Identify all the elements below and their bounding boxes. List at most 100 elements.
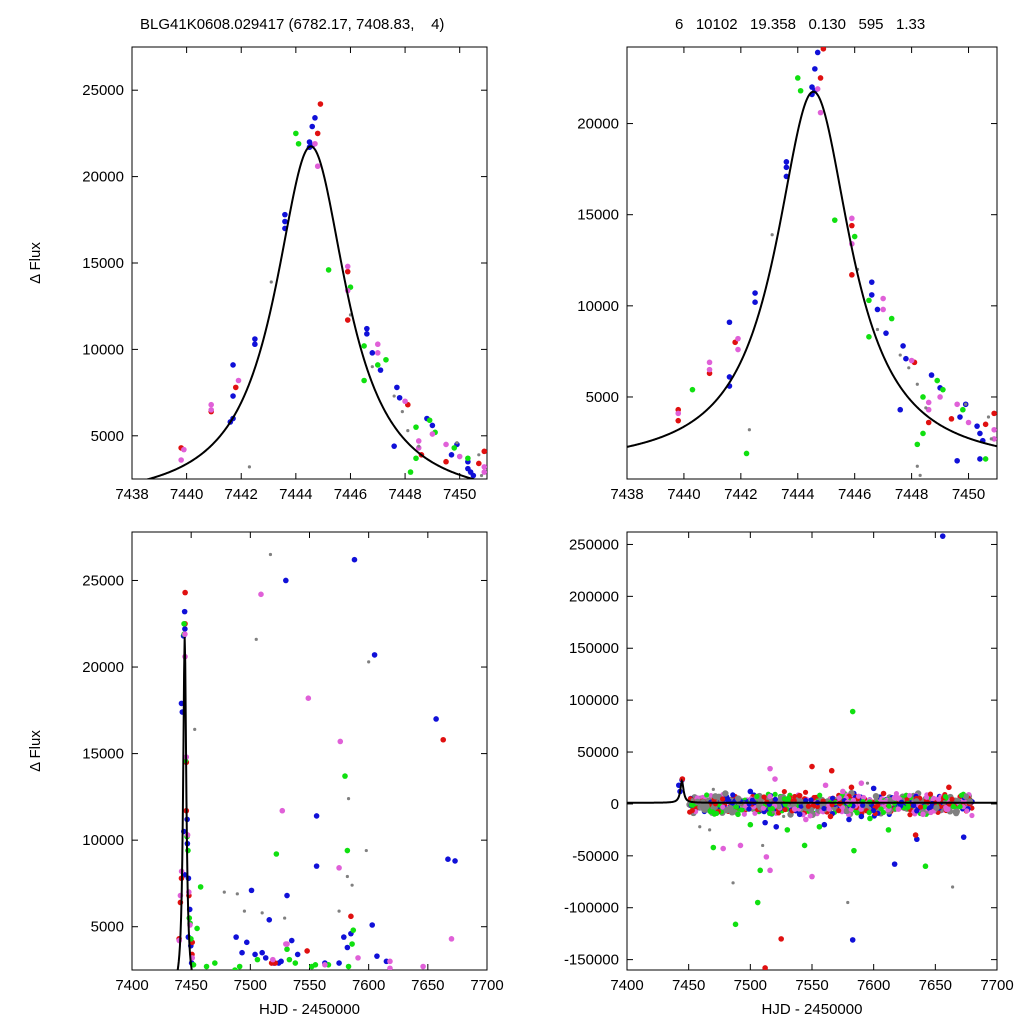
- data-point-blue: [726, 319, 733, 326]
- data-point-green: [232, 967, 238, 970]
- y-tick-label: 10000: [577, 298, 619, 315]
- data-point-gray: [242, 909, 247, 913]
- y-tick-label: 15000: [82, 746, 124, 763]
- data-point-gray: [690, 798, 694, 802]
- band-point: [775, 803, 782, 810]
- data-point-blue: [939, 533, 946, 539]
- data-point-green: [342, 773, 348, 779]
- data-point-red: [982, 421, 989, 428]
- data-point-gray: [392, 394, 396, 398]
- data-point-green: [960, 406, 966, 413]
- data-point-blue: [974, 423, 980, 429]
- data-point-blue: [433, 716, 439, 722]
- plot-frame: [131, 46, 488, 480]
- data-point-blue: [313, 813, 320, 819]
- data-point-green: [345, 963, 352, 970]
- data-point-green: [212, 960, 218, 966]
- y-tick-label: 200000: [569, 588, 619, 605]
- band-point: [752, 810, 758, 816]
- data-point-blue: [960, 834, 967, 840]
- data-point-green: [866, 334, 872, 340]
- x-tick-label: 7442: [225, 486, 258, 503]
- data-point-gray: [350, 883, 354, 887]
- band-point: [781, 788, 787, 795]
- data-point-magenta: [925, 399, 932, 406]
- data-point-green: [181, 620, 187, 627]
- data-point-blue: [266, 916, 273, 923]
- data-point-magenta: [402, 398, 408, 405]
- data-point-blue: [369, 922, 376, 928]
- band-point: [687, 809, 693, 815]
- data-point-gray: [907, 366, 911, 370]
- data-point-magenta: [840, 788, 846, 795]
- plot-area: [145, 101, 487, 479]
- data-point-blue: [230, 362, 236, 368]
- data-point-red: [443, 458, 449, 465]
- data-point-green: [914, 441, 921, 448]
- x-tick-label: 7448: [388, 486, 421, 503]
- data-point-gray: [782, 814, 786, 818]
- data-point-gray: [918, 473, 922, 477]
- data-point-gray: [345, 874, 349, 879]
- y-tick-label: 0: [611, 796, 619, 813]
- data-point-red: [317, 101, 324, 107]
- data-point-magenta: [767, 867, 773, 874]
- x-tick-label: 7438: [115, 486, 148, 503]
- band-point: [817, 792, 823, 798]
- data-point-red: [796, 792, 803, 799]
- data-point-red: [182, 589, 188, 596]
- band-point: [843, 807, 851, 815]
- data-point-red: [946, 784, 952, 791]
- y-tick-label: 5000: [91, 428, 124, 445]
- data-point-magenta: [814, 86, 821, 92]
- data-point-blue: [248, 887, 255, 894]
- data-point-green: [295, 140, 302, 147]
- data-point-green: [710, 844, 717, 851]
- data-point-green: [292, 960, 299, 966]
- data-point-red: [948, 416, 955, 422]
- data-point-magenta: [937, 394, 943, 400]
- band-point: [720, 804, 726, 810]
- data-point-red: [849, 222, 855, 229]
- data-point-green: [293, 130, 299, 137]
- plot-area: [627, 47, 997, 477]
- band-point: [739, 807, 745, 813]
- data-point-blue: [954, 457, 960, 464]
- data-point-green: [236, 963, 243, 970]
- data-point-gray: [700, 807, 704, 811]
- data-point-gray: [364, 848, 368, 853]
- data-point-gray: [479, 473, 484, 478]
- y-tick-label: 100000: [569, 692, 619, 709]
- y-tick-label: 15000: [82, 255, 124, 272]
- plot-area: [627, 533, 997, 970]
- data-point-red: [344, 317, 351, 323]
- data-point-blue: [783, 159, 790, 165]
- data-point-red: [675, 417, 682, 424]
- x-tick-label: 7444: [781, 486, 814, 503]
- data-point-gray: [761, 843, 765, 848]
- x-tick-label: 7450: [952, 486, 985, 503]
- data-point-blue: [282, 218, 288, 225]
- data-point-green: [465, 455, 471, 462]
- data-point-magenta: [891, 794, 898, 801]
- band-point: [860, 802, 866, 808]
- data-point-magenta: [763, 854, 770, 860]
- x-tick-label: 7450: [174, 977, 207, 994]
- data-point-magenta: [991, 436, 997, 442]
- data-point-magenta: [355, 955, 361, 961]
- data-point-red: [849, 272, 855, 278]
- data-point-green: [851, 847, 857, 854]
- y-tick-label: 25000: [82, 82, 124, 99]
- data-point-blue: [252, 336, 258, 342]
- data-point-magenta: [706, 366, 713, 373]
- data-point-magenta: [803, 816, 809, 823]
- band-point: [688, 802, 695, 808]
- data-point-magenta: [880, 295, 886, 302]
- band-point: [808, 797, 814, 803]
- data-point-magenta: [415, 438, 422, 444]
- band-point: [826, 806, 832, 812]
- x-tick-label: 7444: [279, 486, 312, 503]
- data-point-blue: [336, 960, 342, 966]
- data-point-blue: [294, 951, 301, 958]
- data-point-gray: [235, 892, 239, 896]
